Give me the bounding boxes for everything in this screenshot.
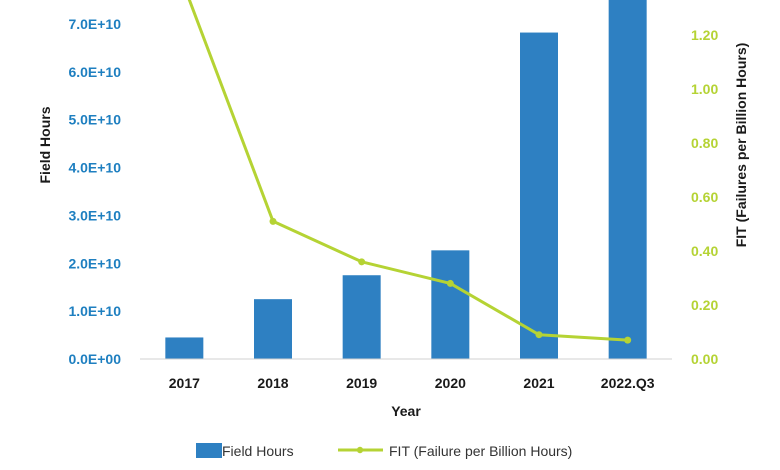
x-tick-label: 2017 bbox=[169, 375, 200, 391]
left-tick-label: 7.0E+10 bbox=[68, 16, 121, 32]
right-tick-label: 0.60 bbox=[691, 189, 718, 205]
x-axis-title: Year bbox=[391, 403, 421, 419]
plot-area bbox=[140, 0, 672, 360]
x-tick-label: 2022.Q3 bbox=[601, 375, 655, 391]
left-tick-label: 4.0E+10 bbox=[68, 160, 121, 176]
bar-field-hours-2019 bbox=[342, 275, 381, 359]
bars-layer bbox=[165, 0, 647, 360]
left-tick-label: 5.0E+10 bbox=[68, 112, 121, 128]
legend-field-hours-label: Field Hours bbox=[222, 443, 294, 459]
x-tick-label: 2020 bbox=[435, 375, 466, 391]
left-axis-ticks: 0.0E+00 1.0E+10 2.0E+10 3.0E+10 4.0E+10 5.0E+… bbox=[68, 16, 121, 367]
fit-point-2020 bbox=[446, 279, 454, 287]
bar-field-hours-2017 bbox=[165, 337, 204, 359]
legend-field-hours-swatch bbox=[196, 443, 222, 458]
left-tick-label: 6.0E+10 bbox=[68, 64, 121, 80]
x-axis-ticks: 2017 2018 2019 2020 2021 2022.Q3 bbox=[169, 375, 655, 391]
right-tick-label: 1.00 bbox=[691, 81, 718, 97]
fit-point-2022.Q3 bbox=[624, 336, 632, 344]
fit-point-2019 bbox=[358, 258, 366, 266]
left-axis-title: Field Hours bbox=[37, 106, 53, 183]
fit-line bbox=[187, 0, 628, 342]
left-tick-label: 0.0E+00 bbox=[68, 351, 121, 367]
fit-point-2021 bbox=[535, 331, 543, 339]
left-tick-label: 2.0E+10 bbox=[68, 255, 121, 271]
fit-point-2018 bbox=[269, 217, 277, 225]
bar-field-hours-2020 bbox=[431, 250, 470, 359]
left-tick-label: 1.0E+10 bbox=[68, 303, 121, 319]
right-tick-label: 1.20 bbox=[691, 27, 718, 43]
bar-field-hours-2022.Q3 bbox=[608, 0, 647, 359]
x-tick-label: 2019 bbox=[346, 375, 377, 391]
right-tick-label: 0.80 bbox=[691, 135, 718, 151]
legend-fit-label: FIT (Failure per Billion Hours) bbox=[389, 443, 572, 459]
bar-field-hours-2021 bbox=[520, 32, 558, 360]
left-tick-label: 3.0E+10 bbox=[68, 207, 121, 223]
right-axis-ticks: 0.00 0.20 0.40 0.60 0.80 1.00 1.20 bbox=[691, 27, 718, 367]
right-tick-label: 0.20 bbox=[691, 297, 718, 313]
legend: Field Hours FIT (Failure per Billion Hou… bbox=[196, 443, 572, 459]
bar-field-hours-2018 bbox=[254, 299, 292, 359]
legend-fit-marker bbox=[356, 446, 364, 454]
right-tick-label: 0.00 bbox=[691, 351, 718, 367]
x-tick-label: 2018 bbox=[257, 375, 288, 391]
fit-line-layer bbox=[187, 0, 632, 344]
right-tick-label: 0.40 bbox=[691, 243, 718, 259]
right-axis-title: FIT (Failures per Billion Hours) bbox=[733, 43, 749, 248]
x-tick-label: 2021 bbox=[523, 375, 554, 391]
